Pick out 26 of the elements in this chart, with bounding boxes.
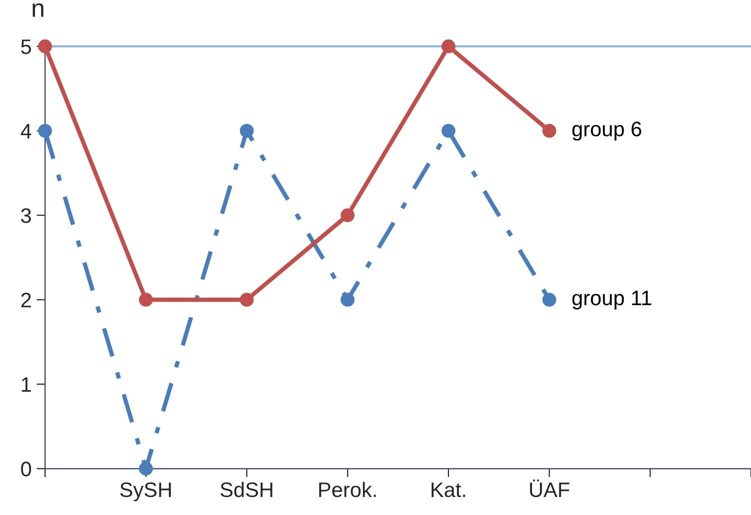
y-tick-label: 4 — [20, 124, 32, 138]
x-tick-label: SySH — [120, 482, 171, 502]
point — [442, 124, 456, 138]
point — [138, 292, 153, 307]
point — [138, 462, 153, 476]
x-tick-label: ÜAF — [530, 480, 570, 498]
y-tick-label: 2 — [21, 292, 31, 308]
point — [38, 39, 52, 54]
y-tick-label: 3 — [21, 208, 31, 224]
point — [340, 292, 355, 307]
point — [442, 39, 456, 54]
y-axis-title: n — [32, 3, 44, 17]
x-tick-label: Kat. — [432, 482, 466, 498]
point — [542, 292, 556, 307]
point — [542, 124, 556, 138]
point — [38, 124, 52, 138]
point — [240, 124, 254, 138]
y-tick-label: 1 — [22, 377, 31, 392]
series-label: group 6 — [572, 122, 642, 141]
y-tick-label: 0 — [21, 462, 32, 476]
x-tick-label: Perok. — [319, 482, 376, 498]
x-tick-label: SdSH — [220, 482, 272, 498]
point — [240, 292, 254, 307]
y-tick-label: 5 — [21, 40, 31, 54]
point — [340, 208, 355, 222]
series-label: group 11 — [572, 290, 652, 310]
